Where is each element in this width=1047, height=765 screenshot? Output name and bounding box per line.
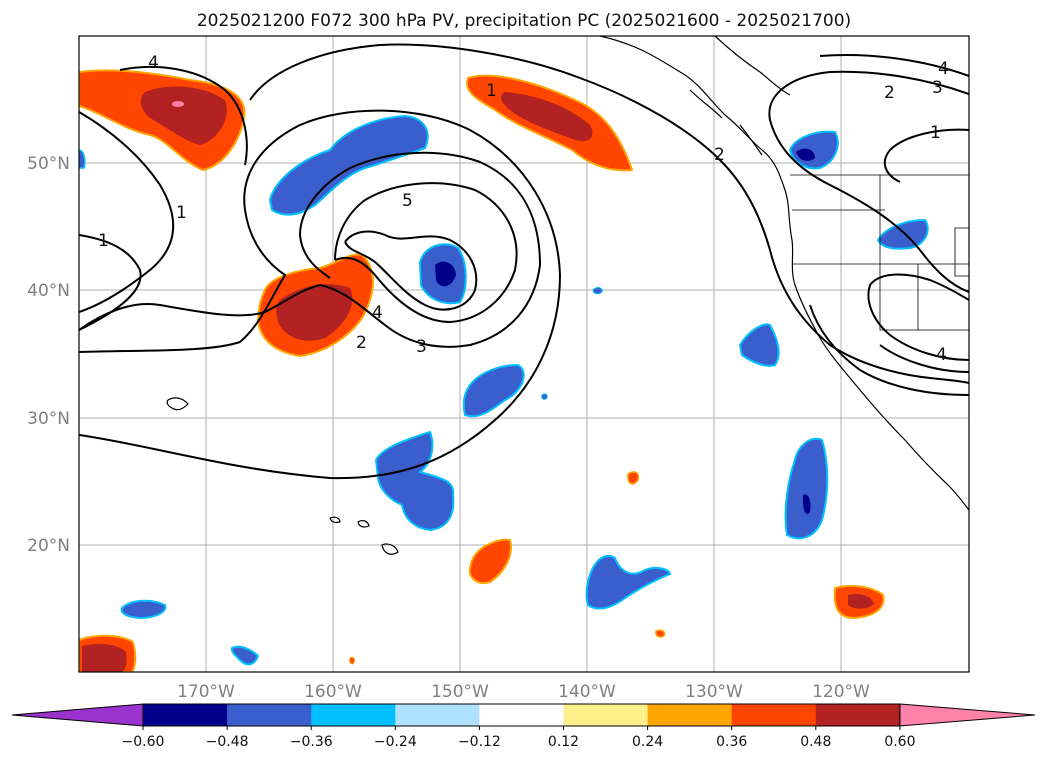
contour-label: 5 (402, 191, 413, 211)
map-frame (78, 35, 970, 673)
colorbar-segment (731, 704, 817, 726)
contour-label: 1 (98, 231, 109, 251)
pv-contours (79, 43, 969, 480)
colorbar-segment (227, 704, 312, 726)
colorbar-extend-left (11, 703, 144, 727)
lat-tick-label: 20°N (27, 536, 70, 556)
colorbar-segment (143, 704, 228, 726)
contour-label: 1 (176, 203, 187, 223)
colorbar-tick-label: 0.12 (548, 734, 579, 750)
colorbar-segment (647, 704, 733, 726)
colorbar-tick-label: −0.48 (206, 734, 249, 750)
lon-tick-label: 150°W (431, 682, 489, 702)
colorbar-segment (395, 704, 480, 726)
contour-labels: 4 1 1 1 5 4 2 3 2 2 3 4 1 4 (98, 53, 949, 365)
contour-label: 4 (148, 53, 159, 73)
colorbar-extend-right (899, 703, 1036, 727)
colorbar-tick-label: 0.24 (632, 734, 663, 750)
lon-tick-label: 140°W (558, 682, 616, 702)
colorbar-frame (142, 703, 901, 727)
colorbar-tick-label: 0.60 (884, 734, 915, 750)
map-panel: 4 1 1 1 5 4 2 3 2 2 3 4 1 4 (79, 36, 969, 672)
contour-label: 3 (416, 337, 427, 357)
contour-label: 2 (714, 145, 725, 165)
colorbar-tick-label: −0.12 (458, 734, 501, 750)
colorbar-tick-label: −0.24 (374, 734, 417, 750)
lon-tick-label: 130°W (685, 682, 743, 702)
contour-label: 4 (936, 345, 947, 365)
contour-label: 3 (932, 78, 943, 98)
figure-title: 2025021200 F072 300 hPa PV, precipitatio… (197, 11, 851, 31)
colorbar: −0.60 −0.48 −0.36 −0.24 −0.12 0.12 0.24 0.36 0.4… (11, 703, 1036, 750)
contour-label: 4 (938, 59, 949, 79)
colorbar-segment (815, 704, 901, 726)
colorbar-segment (479, 704, 564, 726)
contour-label: 2 (884, 83, 895, 103)
admin-borders (790, 174, 969, 331)
lat-tick-label: 30°N (27, 409, 70, 429)
positive-precip-patches (79, 69, 885, 672)
colorbar-tick-label: 0.48 (800, 734, 831, 750)
lat-tick-labels: 50°N 40°N 30°N 20°N (27, 154, 70, 556)
lat-tick-label: 50°N (27, 154, 70, 174)
lon-tick-labels: 170°W 160°W 150°W 140°W 130°W 120°W (177, 682, 870, 702)
colorbar-tick-label: −0.36 (290, 734, 333, 750)
contour-label: 1 (486, 81, 497, 101)
contour-label: 2 (356, 333, 367, 353)
colorbar-segment (563, 704, 649, 726)
lat-tick-label: 40°N (27, 281, 70, 301)
contour-label: 1 (930, 123, 941, 143)
lon-tick-label: 170°W (177, 682, 235, 702)
colorbar-tick-label: 0.36 (716, 734, 747, 750)
colorbar-segment (311, 704, 396, 726)
colorbar-tick-label: −0.60 (122, 734, 165, 750)
lon-tick-label: 160°W (304, 682, 362, 702)
lon-tick-label: 120°W (812, 682, 870, 702)
contour-label: 4 (372, 303, 383, 323)
negative-precip-patches (79, 114, 929, 666)
